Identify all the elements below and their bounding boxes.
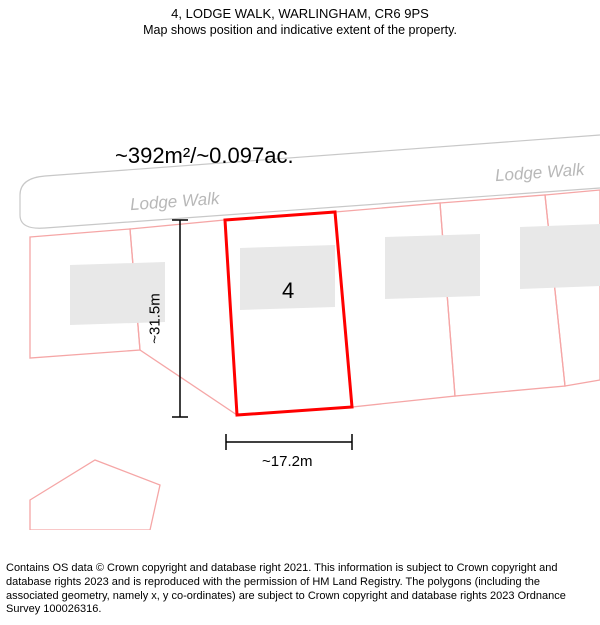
area-measurement: ~392m²/~0.097ac. <box>115 143 294 169</box>
height-measurement: ~31.5m <box>147 293 164 343</box>
header: 4, LODGE WALK, WARLINGHAM, CR6 9PS Map s… <box>0 0 600 37</box>
plot-number: 4 <box>282 278 294 304</box>
page-title: 4, LODGE WALK, WARLINGHAM, CR6 9PS <box>0 6 600 21</box>
map-canvas: ~392m²/~0.097ac. Lodge Walk Lodge Walk 4… <box>0 40 600 530</box>
page-subtitle: Map shows position and indicative extent… <box>0 23 600 37</box>
width-measurement: ~17.2m <box>262 453 312 470</box>
copyright-footer: Contains OS data © Crown copyright and d… <box>6 562 594 617</box>
